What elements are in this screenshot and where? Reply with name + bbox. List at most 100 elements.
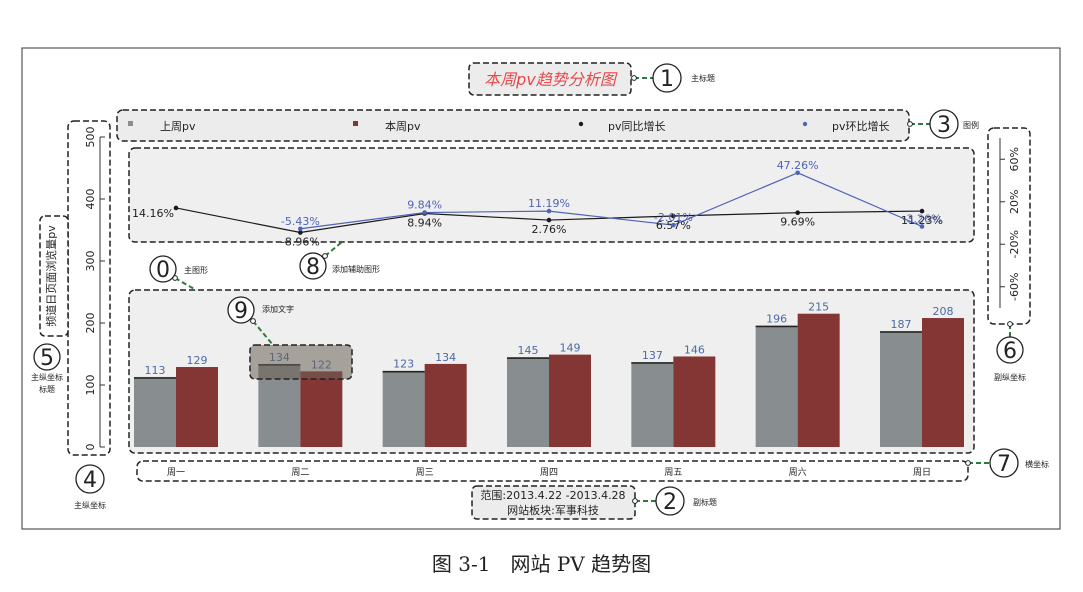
title-block: 本周pv趋势分析图	[468, 62, 632, 96]
callout-number: 4	[83, 468, 97, 493]
legend-marker-mom	[802, 121, 808, 127]
x-tick-label: 周五	[664, 467, 682, 478]
mom-point	[919, 224, 925, 229]
bar-last-week	[134, 376, 176, 447]
bar-value-label: 187	[891, 318, 912, 331]
callout-label: 添加辅助图形	[332, 264, 380, 274]
callout-number: 1	[660, 67, 674, 92]
mom-point	[298, 226, 303, 232]
yoy-point	[795, 210, 800, 216]
yoy-value-label: 2.76%	[532, 223, 567, 236]
bar-last-week	[631, 362, 674, 447]
x-tick-label: 周一	[167, 467, 185, 478]
callout-circle	[929, 109, 959, 139]
bar-this-week	[176, 367, 218, 447]
callout-label: 添加文字	[262, 304, 294, 314]
callout-label: 副标题	[693, 497, 717, 507]
subtitle-block: 范围:2013.4.22 -2013.4.28 网站板块:军事科技	[471, 485, 636, 520]
mom-point	[422, 210, 427, 215]
y2-tick-label: -20%	[1008, 230, 1021, 258]
y2-tick-label: -60%	[1008, 273, 1021, 301]
callout-leader	[174, 277, 197, 291]
bar-last-week	[382, 370, 425, 447]
callout-label: 横坐标	[1025, 459, 1049, 469]
callout-circle	[652, 63, 682, 93]
legend: 上周pv 本周pv pv同比增长 pv环比增长	[116, 109, 910, 142]
bar-this-week	[424, 363, 467, 447]
x-axis-box	[136, 460, 969, 482]
callout-number: 2	[663, 490, 677, 515]
bar-value-label: 208	[933, 305, 954, 318]
y-axis-title: 频道日页面浏览量pv	[44, 225, 58, 327]
legend-label-yoy: pv同比增长	[608, 119, 666, 133]
y2-tick-label: 20%	[1008, 190, 1021, 214]
callout-leader	[252, 320, 274, 346]
callout-circle	[996, 336, 1024, 364]
chart-title: 本周pv趋势分析图	[484, 70, 618, 89]
bar-last-week	[507, 357, 549, 447]
callout-leader	[324, 241, 343, 257]
figure-caption: 图 3-1 网站 PV 趋势图	[431, 552, 652, 576]
y-tick-label: 200	[84, 313, 97, 334]
y-tick-label: 100	[84, 375, 97, 396]
y-axis-title-box	[39, 215, 69, 337]
callout-anchor	[631, 75, 637, 81]
mom-value-label: -3.26%	[903, 212, 942, 225]
bar-this-week	[922, 318, 964, 447]
callout-anchor	[907, 121, 913, 127]
callout-label: 主标题	[691, 73, 715, 83]
callout-number: 3	[937, 113, 951, 138]
y-tick-label: 400	[84, 189, 97, 210]
y2-tick-label: 60%	[1008, 147, 1021, 171]
x-tick-label: 周二	[291, 467, 309, 478]
x-tick-label: 周四	[540, 467, 558, 478]
yoy-value-label: 9.69%	[780, 216, 815, 229]
callout-number: 5	[40, 346, 54, 371]
callout-label: 主纵坐标	[74, 500, 106, 510]
callout-label: 图例	[963, 120, 979, 130]
bar-this-week	[300, 371, 343, 447]
bar-layer: 1131341231451371961871291221341491462152…	[134, 301, 964, 447]
bar-value-label: 123	[393, 358, 414, 371]
bar-value-label: 137	[642, 349, 663, 362]
callout-circle	[655, 486, 685, 516]
callout-number: 7	[997, 452, 1011, 477]
x-tick-label: 周三	[416, 467, 434, 478]
callout-anchor	[965, 460, 971, 466]
mom-point	[795, 170, 800, 176]
y-tick-label: 300	[84, 251, 97, 272]
callout-label-line2: 标题	[39, 384, 55, 394]
yoy-point	[546, 217, 552, 223]
legend-label-mom: pv环比增长	[832, 119, 890, 133]
callout-circle	[149, 255, 177, 283]
x-tick-label: 周六	[789, 466, 807, 478]
mom-value-label: 47.26%	[777, 159, 819, 172]
callout-number: 8	[306, 255, 320, 280]
mom-point	[546, 208, 552, 214]
subtitle-line-1: 范围:2013.4.22 -2013.4.28	[480, 488, 625, 502]
yoy-point	[173, 205, 179, 211]
yoy-value-label: 11.23%	[901, 214, 943, 227]
bar-value-label: 134	[435, 351, 456, 364]
yoy-point	[298, 230, 303, 235]
bar-value-label: 149	[560, 342, 581, 355]
callout-label: 主图形	[184, 265, 208, 275]
callout-number: 6	[1003, 339, 1017, 364]
bar-value-label: 146	[684, 343, 705, 356]
bar-last-week	[880, 331, 922, 447]
mom-point	[671, 222, 676, 228]
bar-value-label: 196	[766, 312, 787, 325]
bar-this-week	[549, 354, 591, 447]
mom-value-label: 9.84%	[407, 199, 442, 212]
y-tick-label: 500	[84, 127, 97, 148]
legend-swatch-last-week	[128, 121, 133, 126]
callout-circle	[299, 252, 327, 280]
y-tick-label: 0	[84, 444, 97, 451]
callout-label: 主纵坐标	[31, 372, 63, 382]
bar-value-label: 145	[518, 344, 539, 357]
bar-this-week	[673, 356, 716, 447]
callout-anchor	[322, 253, 328, 259]
subtitle-line-2: 网站板块:军事科技	[507, 503, 599, 517]
callout-circle	[33, 343, 61, 371]
